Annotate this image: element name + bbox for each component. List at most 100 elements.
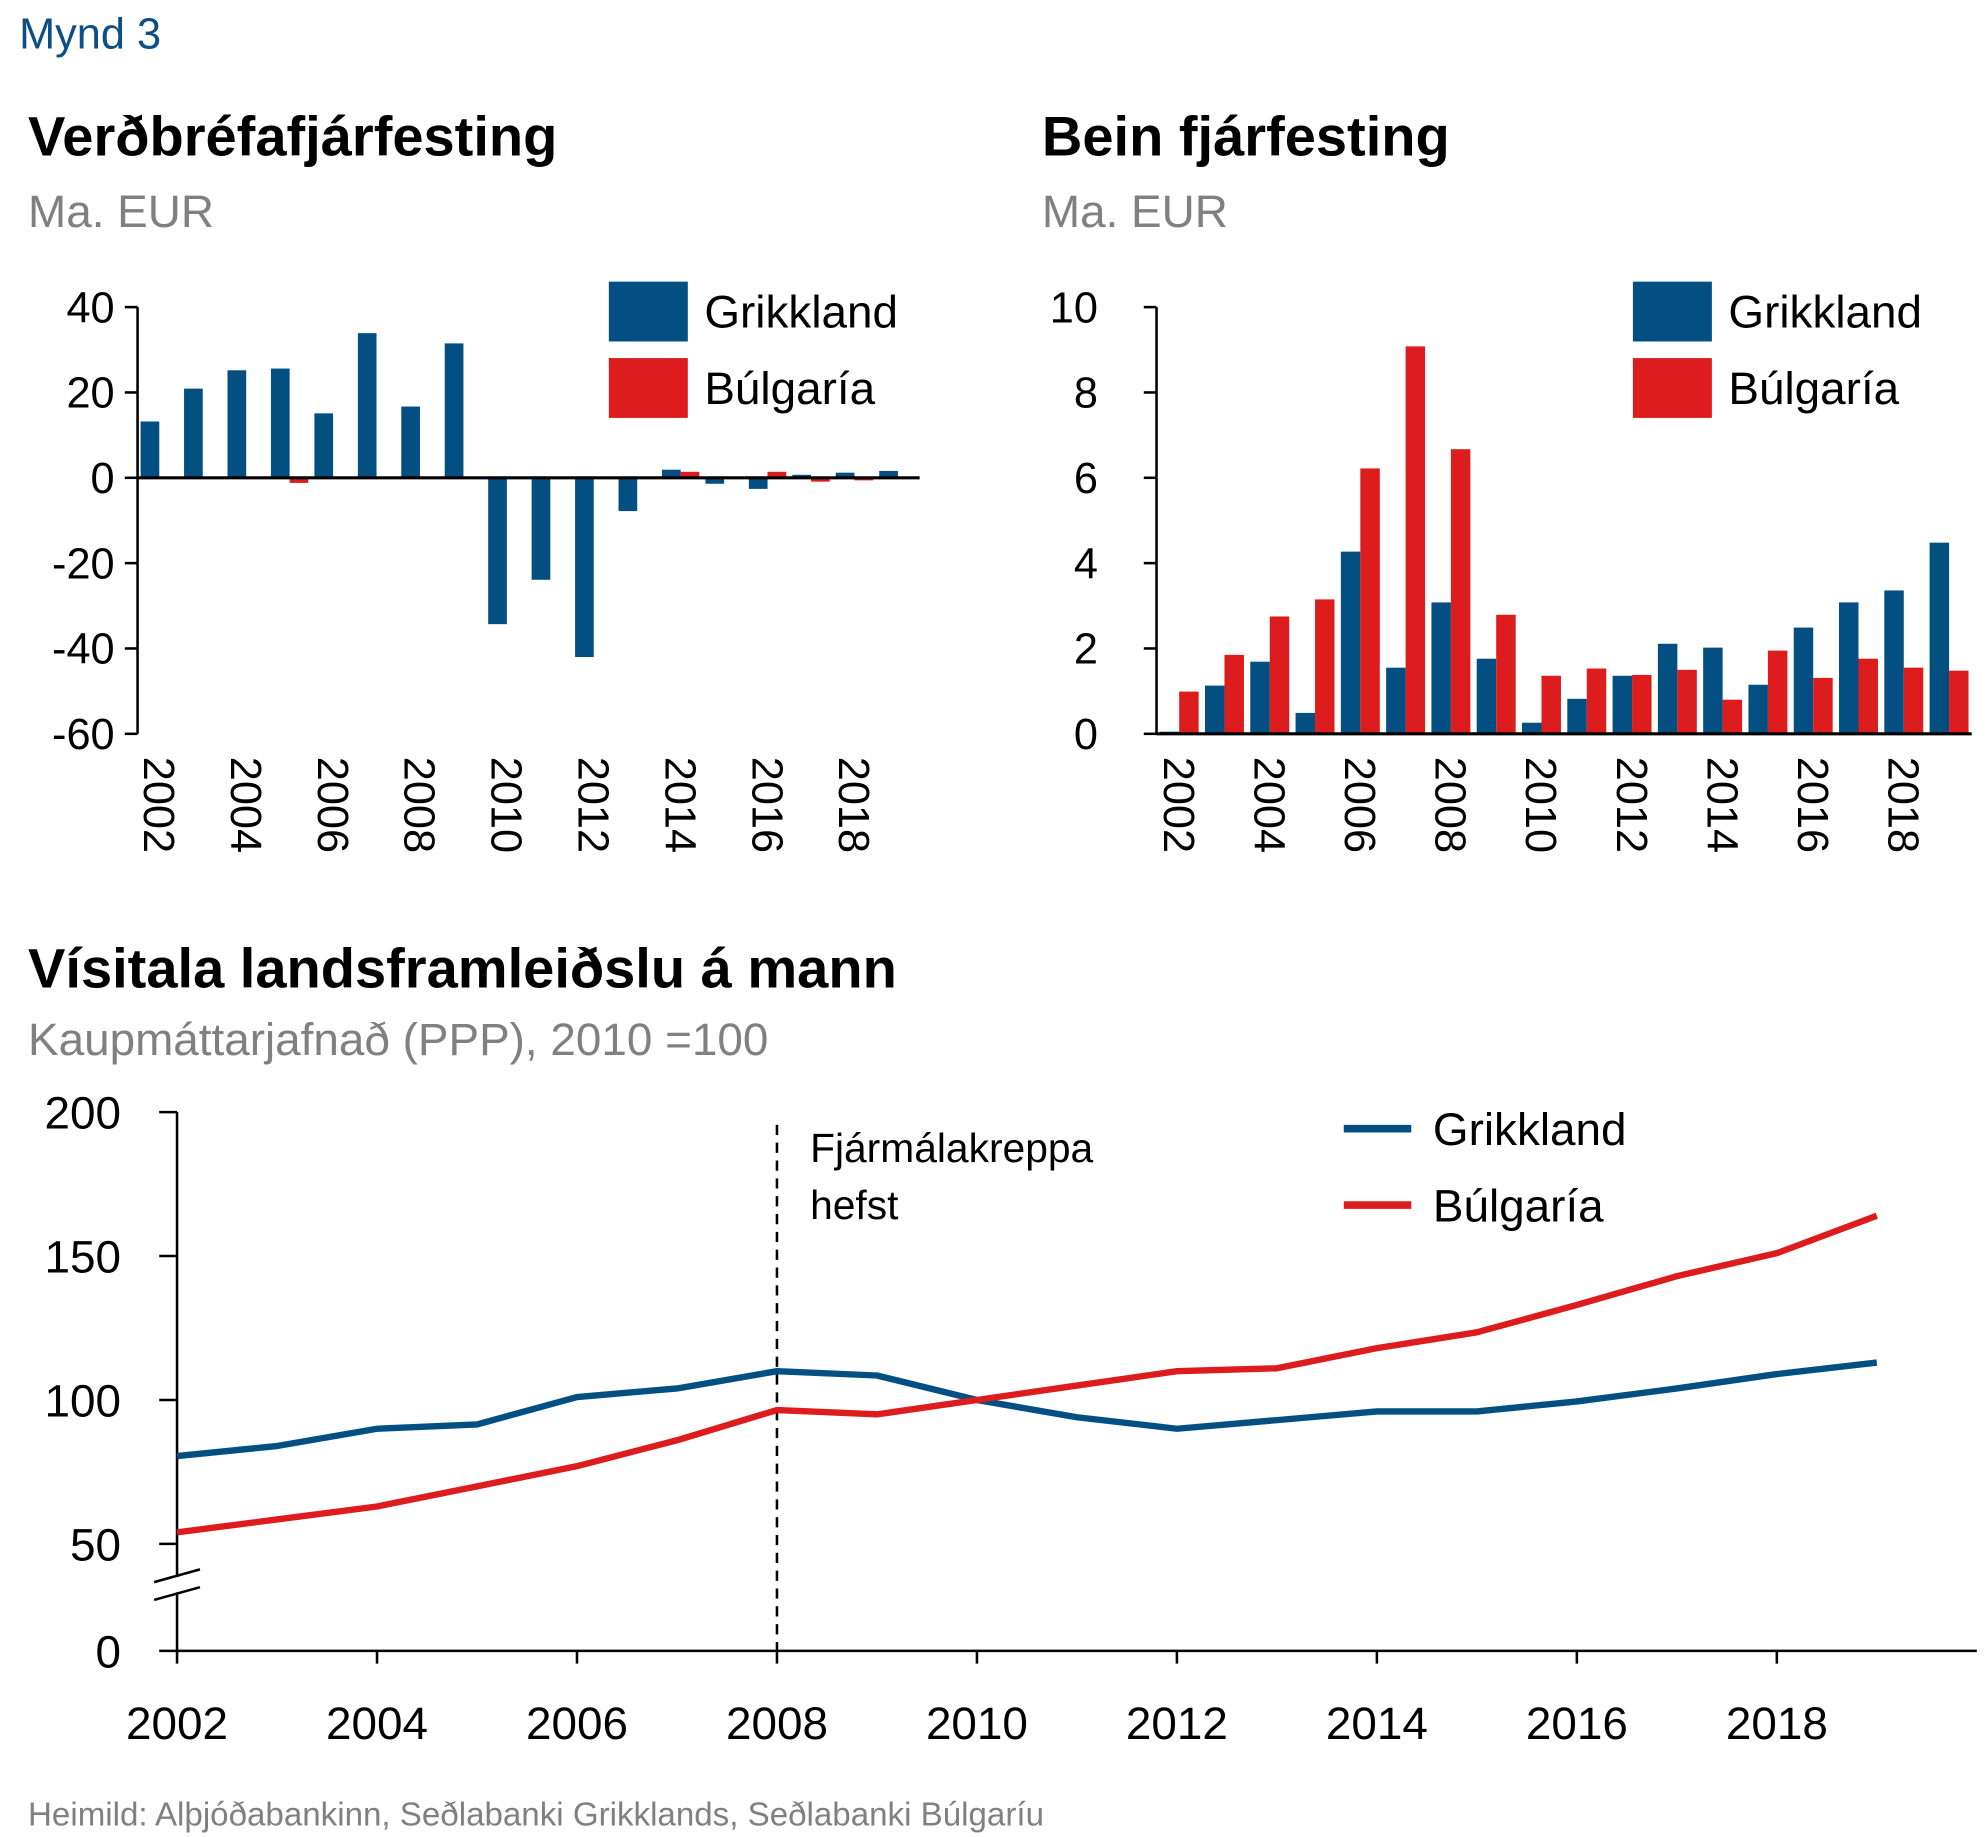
bar-greece-2015 xyxy=(705,477,725,484)
line-bulgaria xyxy=(176,1212,1878,1536)
x-tick-label: 2004 xyxy=(221,757,269,853)
bar-greece-2003 xyxy=(184,388,203,478)
bar-greece-2019 xyxy=(879,470,898,478)
bar-bulgaria-2010 xyxy=(1541,675,1561,734)
bar-bulgaria-2012 xyxy=(1632,674,1652,734)
x-tick-label: 2014 xyxy=(1326,1697,1428,1749)
bar-bulgaria-2006 xyxy=(1360,468,1380,734)
bar-bulgaria-2008 xyxy=(1450,449,1471,734)
figure-label: Mynd 3 xyxy=(19,11,161,59)
x-tick-label: 2010 xyxy=(926,1697,1028,1749)
bar-bulgaria-2002 xyxy=(1179,691,1199,734)
bar-greece-2011 xyxy=(1567,698,1587,734)
y-tick-label: -40 xyxy=(52,626,115,674)
bar-greece-2017 xyxy=(1839,602,1859,734)
y-tick-label: 8 xyxy=(1074,370,1098,418)
bar-greece-2012 xyxy=(1612,675,1633,734)
bar-greece-2019 xyxy=(1929,542,1950,734)
bar-greece-2005 xyxy=(1295,712,1316,734)
line-greece xyxy=(176,1359,1878,1460)
axis-break-mark xyxy=(153,1568,201,1584)
x-tick-label: 2006 xyxy=(526,1697,628,1749)
y-tick-label: 6 xyxy=(1074,455,1098,503)
bar-greece-2014 xyxy=(1703,647,1723,734)
bar-bulgaria-2017 xyxy=(811,477,830,482)
y-tick-label: 0 xyxy=(1074,711,1098,759)
x-tick-label: 2004 xyxy=(326,1697,428,1749)
chart-title: Vísitala landsframleiðslu á mann xyxy=(28,936,897,999)
bar-bulgaria-2015 xyxy=(1767,650,1788,734)
y-tick-label: 0 xyxy=(91,455,115,503)
bar-bulgaria-2013 xyxy=(1677,669,1697,734)
bar-greece-2010 xyxy=(1522,722,1542,734)
y-tick-label: 2 xyxy=(1074,626,1098,674)
y-tick-label: 0 xyxy=(96,1625,122,1677)
x-tick-label: 2004 xyxy=(1244,757,1292,853)
legend-label: Grikkland xyxy=(1433,1103,1627,1155)
legend-label: Búlgaría xyxy=(1433,1180,1604,1232)
x-tick-label: 2002 xyxy=(134,757,182,853)
bar-bulgaria-2017 xyxy=(1858,658,1878,734)
axis-break-gap xyxy=(154,1577,200,1593)
chart-title: Verðbréfafjárfesting xyxy=(28,105,557,168)
bar-greece-2003 xyxy=(1204,685,1225,734)
bar-greece-2008 xyxy=(1431,602,1451,734)
source-note: Heimild: Alþjóðabankinn, Seðlabanki Grik… xyxy=(28,1796,1044,1833)
x-tick-label: 2018 xyxy=(1726,1697,1828,1749)
bar-greece-2018 xyxy=(1884,590,1904,734)
x-tick-label: 2002 xyxy=(126,1697,228,1749)
bar-bulgaria-2005 xyxy=(1315,599,1335,734)
y-tick-label: 150 xyxy=(45,1231,122,1283)
legend-swatch-bulgaria xyxy=(608,358,688,418)
bar-bulgaria-2004 xyxy=(1269,616,1290,734)
y-tick-label: 50 xyxy=(70,1518,121,1570)
bar-bulgaria-2019 xyxy=(1949,670,1969,734)
x-tick-label: 2006 xyxy=(1335,757,1383,853)
bar-greece-2004 xyxy=(1250,661,1270,734)
bar-greece-2014 xyxy=(661,469,681,478)
legend-swatch-greece xyxy=(608,281,688,342)
legend-swatch-bulgaria xyxy=(1632,358,1712,418)
x-tick-label: 2014 xyxy=(1697,757,1745,853)
bar-greece-2007 xyxy=(1386,667,1406,734)
bar-greece-2016 xyxy=(1793,627,1814,734)
legend-swatch-greece xyxy=(1632,281,1712,342)
bar-greece-2018 xyxy=(835,472,855,478)
bar-bulgaria-2014 xyxy=(1722,699,1743,734)
chart-subtitle: Kaupmáttarjafnað (PPP), 2010 =100 xyxy=(28,1013,768,1065)
x-tick-label: 2016 xyxy=(1788,757,1836,853)
y-tick-label: -20 xyxy=(52,540,115,588)
y-tick-label: 20 xyxy=(66,370,114,418)
x-tick-label: 2016 xyxy=(1526,1697,1628,1749)
bar-bulgaria-2016 xyxy=(1813,677,1833,734)
portfolio-investment-chart: Verðbréfafjárfesting Ma. EUR 40 20 0 -20 -40… xyxy=(28,105,920,853)
y-tick-label: -60 xyxy=(52,711,115,759)
y-tick-label: 4 xyxy=(1074,540,1098,588)
x-tick-label: 2008 xyxy=(726,1697,828,1749)
bar-bulgaria-2007 xyxy=(1405,346,1426,734)
x-tick-label: 2008 xyxy=(1426,757,1474,853)
bar-greece-2010 xyxy=(488,477,507,625)
bar-greece-2013 xyxy=(618,477,638,512)
legend-label: Búlgaría xyxy=(704,362,875,414)
x-tick-label: 2014 xyxy=(655,757,703,853)
bar-greece-2005 xyxy=(270,368,290,478)
x-tick-label: 2012 xyxy=(1126,1697,1228,1749)
chart-subtitle: Ma. EUR xyxy=(28,185,214,237)
y-tick-label: 200 xyxy=(45,1087,122,1139)
x-tick-label: 2012 xyxy=(568,757,616,853)
annotation-line-2: hefst xyxy=(810,1182,899,1228)
bar-bulgaria-2014 xyxy=(680,471,700,478)
y-tick-label: 10 xyxy=(1050,284,1098,332)
x-tick-label: 2018 xyxy=(829,757,877,853)
bar-greece-2012 xyxy=(575,477,594,658)
bar-greece-2011 xyxy=(531,477,551,580)
x-tick-label: 2012 xyxy=(1607,757,1655,853)
direct-investment-chart: Bein fjárfesting Ma. EUR 10 8 6 4 2 0 2002 2004… xyxy=(1042,105,1972,853)
axis-break-mark xyxy=(153,1585,201,1602)
gdp-per-capita-chart: Vísitala landsframleiðslu á mann Kaupmát… xyxy=(28,936,1977,1749)
x-tick-label: 2006 xyxy=(308,757,356,853)
legend-label: Grikkland xyxy=(1728,285,1922,337)
bar-greece-2006 xyxy=(1340,551,1361,734)
